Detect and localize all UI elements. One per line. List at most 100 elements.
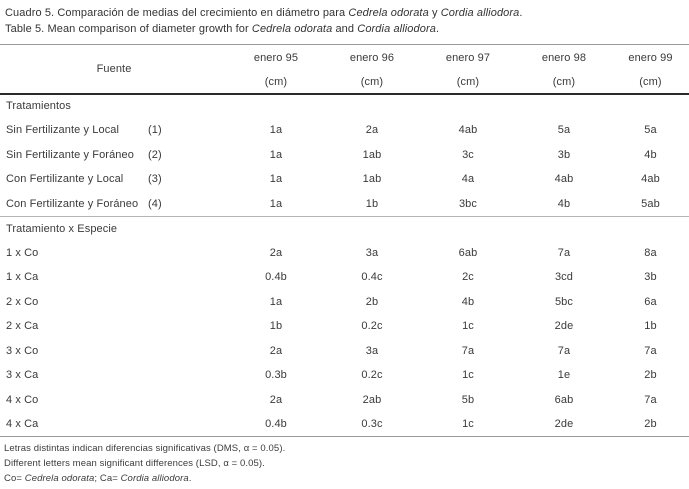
value-cell: 0.2c — [361, 320, 383, 333]
value-cell: 1c — [462, 369, 474, 382]
value-cell: 0.4c — [361, 271, 383, 284]
value-cell: 1c — [462, 320, 474, 333]
species-name: Cedrela odorata — [24, 473, 95, 484]
species-name: Cedrela odorata — [348, 7, 429, 19]
header-row-units: (cm) (cm) (cm) (cm) (cm) — [0, 71, 689, 95]
table-row: 3 x Co 2a 3a 7a 7a 7a — [0, 339, 689, 364]
footnote-english: Different letters mean significant diffe… — [4, 458, 265, 469]
value-cell: 3c — [462, 148, 474, 161]
row-treatment-number: (4) — [148, 197, 162, 210]
footnote-text: ; Ca= — [94, 473, 121, 484]
value-cell: 7a — [557, 246, 571, 259]
value-cell: 7a — [644, 393, 657, 406]
row-label-cell: Sin Fertilizante y Foráneo (2) — [0, 143, 228, 168]
value-cell: 4ab — [458, 124, 478, 137]
value-cell: 1b — [644, 320, 657, 333]
row-label: Sin Fertilizante y Local — [6, 124, 120, 137]
value-cell: 1b — [269, 320, 283, 333]
value-cell: 0.2c — [361, 369, 383, 382]
value-cell: 0.4b — [265, 271, 287, 284]
column-header-unit: (cm) — [324, 71, 420, 95]
value-cell: 3b — [644, 271, 657, 284]
value-cell: 1ab — [362, 173, 382, 186]
value-cell: 1a — [269, 148, 283, 161]
row-label: 4 x Co — [6, 393, 39, 406]
value-cell: 6ab — [458, 246, 478, 259]
value-cell: 0.4b — [228, 412, 324, 437]
table-row: Con Fertilizante y Local (3) 1a 1ab 4a 4ab 4ab — [0, 167, 689, 192]
caption-text: Table 5. Mean comparison of diameter gro… — [5, 23, 252, 35]
column-header-unit: (cm) — [228, 71, 324, 95]
species-name: Cordia alliodora — [357, 23, 436, 35]
row-label: 4 x Ca — [6, 418, 39, 430]
table-row: 2 x Ca 1b 0.2c 1c 2de 1b — [0, 314, 689, 339]
value-cell: 8a — [644, 246, 657, 259]
value-cell: 2b — [644, 369, 657, 382]
value-cell: 2a — [269, 344, 283, 357]
column-header-unit: (cm) — [420, 71, 516, 95]
column-header-date: enero 99 — [612, 44, 689, 72]
row-treatment-number: (1) — [148, 124, 162, 137]
table-header: Fuente enero 95 enero 96 enero 97 enero … — [0, 44, 689, 95]
section-header-row: Tratamientos — [0, 94, 689, 119]
value-cell: 1a — [269, 197, 283, 210]
value-cell: 7a — [461, 344, 475, 357]
value-cell: 1b — [365, 197, 379, 210]
value-cell: 4a — [461, 173, 475, 186]
header-row-dates: Fuente enero 95 enero 96 enero 97 enero … — [0, 44, 689, 95]
footnote-spanish: Letras distintas indican diferencias sig… — [4, 443, 286, 454]
value-cell: 4b — [644, 148, 657, 161]
section-label: Tratamiento x Especie — [0, 215, 689, 241]
value-cell: 2ab — [362, 393, 382, 406]
section-label: Tratamientos — [6, 100, 71, 113]
value-cell: 3bc — [458, 197, 478, 210]
row-label: Con Fertilizante y Foráneo — [6, 197, 139, 210]
table-row: 3 x Ca 0.3b 0.2c 1c 1e 2b — [0, 363, 689, 388]
row-label: Con Fertilizante y Local — [6, 173, 124, 186]
value-cell: 4b — [461, 295, 475, 308]
value-cell: 2de — [554, 320, 574, 333]
value-cell: 5b — [461, 393, 475, 406]
column-header-date: enero 98 — [516, 44, 612, 72]
table-caption: Cuadro 5. Comparación de medias del crec… — [5, 5, 689, 37]
value-cell: 1a — [269, 124, 283, 137]
row-treatment-number: (2) — [148, 148, 162, 161]
row-label-cell: 4 x Ca — [0, 412, 228, 437]
table-row: 1 x Co 2a 3a 6ab 7a 8a — [0, 241, 689, 266]
row-label: Sin Fertilizante y Foráneo — [6, 148, 134, 161]
table-body: Tratamientos Sin Fertilizante y Local (1) 1… — [0, 94, 689, 437]
row-label-cell: 3 x Ca — [0, 363, 228, 388]
column-header-date: enero 95 — [228, 44, 324, 72]
table-row: Sin Fertilizante y Local (1) 1a 2a 4ab 5a 5a — [0, 118, 689, 143]
value-cell: 2b — [612, 412, 689, 437]
column-header-date: enero 96 — [324, 44, 420, 72]
row-label-cell: Con Fertilizante y Local (3) — [0, 167, 228, 192]
species-name: Cedrela odorata — [251, 23, 333, 35]
row-label: 3 x Co — [6, 344, 39, 357]
value-cell: 3b — [557, 148, 571, 161]
row-label-cell: 3 x Co — [0, 339, 228, 364]
row-label: 3 x Ca — [6, 369, 39, 382]
column-header-unit: (cm) — [516, 71, 612, 95]
value-cell: 4ab — [554, 173, 574, 186]
value-cell: 1c — [420, 412, 516, 437]
species-name: Cordia alliodora — [440, 7, 520, 19]
value-cell: 2b — [365, 295, 379, 308]
value-cell: 5a — [557, 124, 571, 137]
caption-text: . — [435, 23, 440, 35]
value-cell: 3a — [365, 246, 379, 259]
value-cell: 0.3b — [265, 369, 287, 382]
value-cell: 1e — [557, 369, 571, 382]
caption-line-spanish: Cuadro 5. Comparación de medias del crec… — [5, 5, 689, 21]
value-cell: 5ab — [641, 197, 660, 210]
row-label-cell: 2 x Co — [0, 290, 228, 315]
value-cell: 1a — [269, 295, 283, 308]
footnote-abbreviations: Co= Cedrela odorata; Ca= Cordia alliodor… — [4, 471, 689, 486]
caption-text: and — [332, 23, 358, 35]
value-cell: 2c — [462, 271, 474, 284]
value-cell: 2de — [516, 412, 612, 437]
footnote-text: . — [188, 473, 192, 484]
value-cell: 2a — [269, 393, 283, 406]
column-header-unit: (cm) — [612, 71, 689, 95]
